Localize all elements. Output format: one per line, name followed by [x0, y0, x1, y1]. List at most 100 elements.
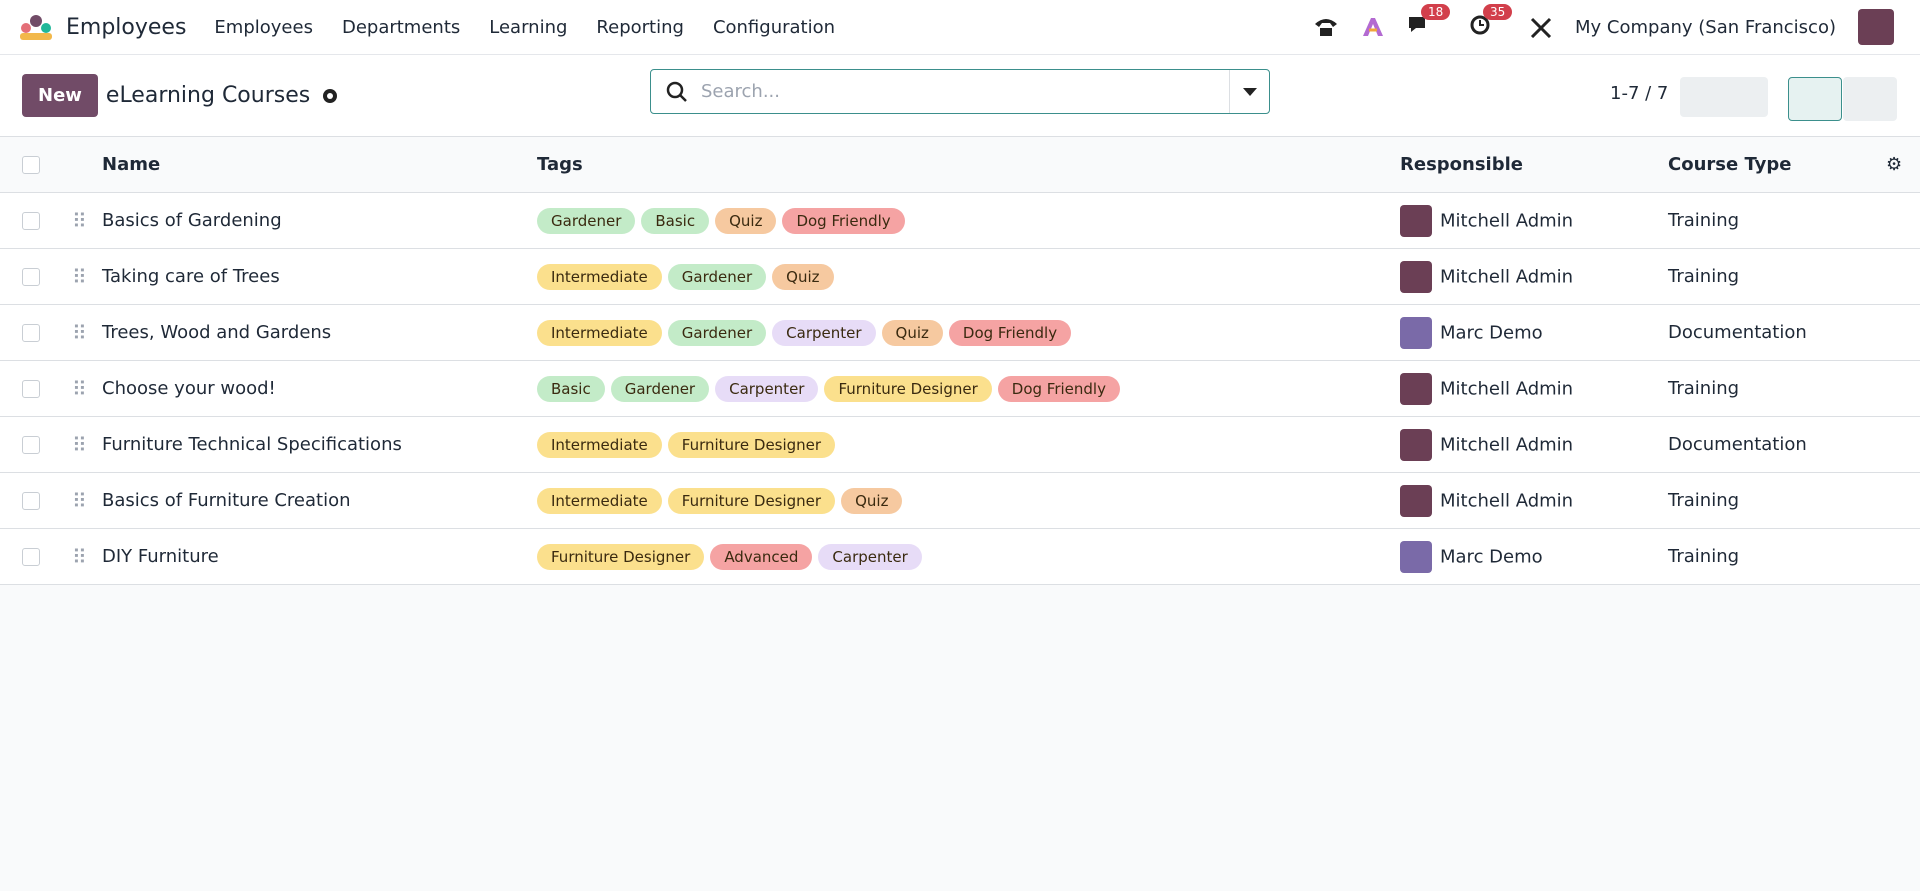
course-name: Trees, Wood and Gardens	[102, 322, 332, 343]
app-name[interactable]: Employees	[66, 14, 187, 40]
course-type: Documentation	[1668, 434, 1807, 455]
top-nav: Employees Employees Departments Learning Re…	[0, 0, 1920, 55]
avatar	[1400, 484, 1432, 517]
tag: Gardener	[610, 375, 710, 402]
phone-icon[interactable]	[1313, 16, 1339, 38]
drag-handle[interactable]: ⠿	[72, 376, 87, 401]
tag: Gardener	[667, 319, 767, 346]
avatar	[1400, 372, 1432, 405]
avatar	[1400, 316, 1432, 349]
drag-handle[interactable]: ⠿	[72, 208, 87, 233]
user-avatar[interactable]	[1858, 9, 1894, 45]
drag-handle[interactable]: ⠿	[72, 264, 87, 289]
responsible-name: Mitchell Admin	[1440, 434, 1574, 455]
column-header[interactable]: Responsible	[1400, 154, 1523, 175]
tags: Gardener Basic Quiz Dog Friendly	[537, 207, 911, 234]
tag: Basic	[537, 375, 605, 402]
column-header[interactable]: Name	[102, 154, 161, 175]
responsible: Mitchell Admin	[1400, 428, 1574, 461]
caret	[1242, 87, 1257, 96]
row-checkbox[interactable]	[22, 211, 40, 230]
course-type: Documentation	[1668, 322, 1807, 343]
tag: Gardener	[537, 207, 636, 234]
control-panel: New eLearning Courses Search... 1-7 / 7	[0, 55, 1920, 137]
course-name: Furniture Technical Specifications	[102, 434, 402, 455]
tag: Furniture Designer	[824, 375, 992, 402]
record-row[interactable]: ⠿ Taking care of Trees Intermediate Gardene…	[0, 249, 1920, 305]
course-type: Training	[1668, 490, 1740, 511]
tag: Quiz	[881, 319, 943, 346]
menu-item[interactable]: Departments	[341, 16, 461, 38]
record-row[interactable]: ⠿ Trees, Wood and Gardens Intermediate Gard…	[0, 305, 1920, 361]
tag: Dog Friendly	[782, 207, 905, 234]
tools-icon[interactable]	[1529, 16, 1553, 38]
list-table: Name Tags Responsible Course Type ⚙ ⠿ Basics o…	[0, 137, 1920, 585]
row-checkbox[interactable]	[22, 323, 40, 342]
record-row[interactable]: ⠿ Basics of Gardening Gardener Basic Quiz Dog…	[0, 193, 1920, 249]
course-type: Training	[1668, 210, 1740, 231]
activities-badge: 35	[1483, 3, 1513, 20]
row-checkbox[interactable]	[22, 267, 40, 286]
tag: Gardener	[667, 263, 767, 290]
kanban-view-button[interactable]	[1843, 77, 1897, 121]
tag: Intermediate	[537, 431, 662, 458]
record-row[interactable]: ⠿ Choose your wood! Basic Gardener Carpenter…	[0, 361, 1920, 417]
tag: Dog Friendly	[997, 375, 1120, 402]
record-row[interactable]: ⠿ DIY Furniture Furniture Designer Advanced…	[0, 529, 1920, 585]
responsible: Marc Demo	[1400, 316, 1543, 349]
tag: Furniture Designer	[667, 431, 836, 458]
menu-item[interactable]: Learning	[489, 16, 568, 38]
responsible-name: Marc Demo	[1440, 546, 1543, 567]
column-header[interactable]: Course Type	[1668, 154, 1792, 175]
row-checkbox[interactable]	[22, 491, 40, 510]
tag: Intermediate	[537, 263, 662, 290]
messages-badge: 18	[1421, 3, 1451, 20]
course-name: DIY Furniture	[102, 546, 219, 567]
search-box[interactable]: Search...	[650, 69, 1270, 114]
drag-handle[interactable]: ⠿	[72, 544, 87, 569]
course-name: Basics of Gardening	[102, 210, 282, 231]
course-name: Choose your wood!	[102, 378, 276, 399]
course-name: Taking care of Trees	[102, 266, 280, 287]
row-checkbox[interactable]	[22, 547, 40, 566]
row-checkbox[interactable]	[22, 379, 40, 398]
tags: Intermediate Gardener Carpenter Quiz Dog Fri…	[537, 319, 1077, 346]
column-header[interactable]: Tags	[537, 154, 583, 175]
tag: Carpenter	[772, 319, 876, 346]
tags: Furniture Designer Advanced Carpenter	[537, 543, 928, 570]
avatar	[1400, 428, 1432, 461]
view-title: eLearning Courses	[105, 83, 311, 108]
tags: Intermediate Furniture Designer	[537, 431, 841, 458]
settings-gear[interactable]	[320, 86, 340, 106]
responsible-name: Mitchell Admin	[1440, 266, 1574, 287]
record-row[interactable]: ⠿ Furniture Technical Specifications Inter…	[0, 417, 1920, 473]
menu-item[interactable]: Reporting	[596, 16, 684, 38]
messages[interactable]: 18	[1407, 3, 1451, 41]
chat-icon	[1409, 16, 1426, 32]
record-row[interactable]: ⠿ Basics of Furniture Creation Intermediat…	[0, 473, 1920, 529]
header-row: Name Tags Responsible Course Type ⚙	[0, 137, 1920, 193]
company[interactable]: My Company (San Francisco)	[1575, 16, 1836, 38]
menu: Employees Departments Learning Reporting Con…	[214, 17, 864, 38]
drag-handle[interactable]: ⠿	[72, 320, 87, 345]
tag: Quiz	[772, 263, 834, 290]
app-icon[interactable]	[18, 14, 54, 40]
pager-buttons[interactable]	[1680, 77, 1768, 117]
search-dropdown[interactable]	[1229, 70, 1269, 113]
menu-item[interactable]: Configuration	[712, 16, 836, 38]
ai-icon[interactable]	[1361, 16, 1385, 38]
systray: 18 35 My Company (San Francisco)	[1313, 3, 1902, 45]
optional-columns[interactable]: ⚙	[1886, 154, 1903, 175]
avatar	[1400, 540, 1432, 573]
select-all[interactable]	[22, 155, 40, 174]
course-type: Training	[1668, 266, 1740, 287]
menu-item[interactable]: Employees	[214, 16, 313, 38]
list-view-button[interactable]	[1788, 77, 1842, 121]
tag: Dog Friendly	[948, 319, 1072, 346]
new-button[interactable]: New	[22, 74, 98, 117]
drag-handle[interactable]: ⠿	[72, 432, 87, 457]
row-checkbox[interactable]	[22, 435, 40, 454]
activities[interactable]: 35	[1469, 3, 1513, 41]
pager: 1-7 / 7	[1610, 83, 1669, 104]
drag-handle[interactable]: ⠿	[72, 488, 87, 513]
